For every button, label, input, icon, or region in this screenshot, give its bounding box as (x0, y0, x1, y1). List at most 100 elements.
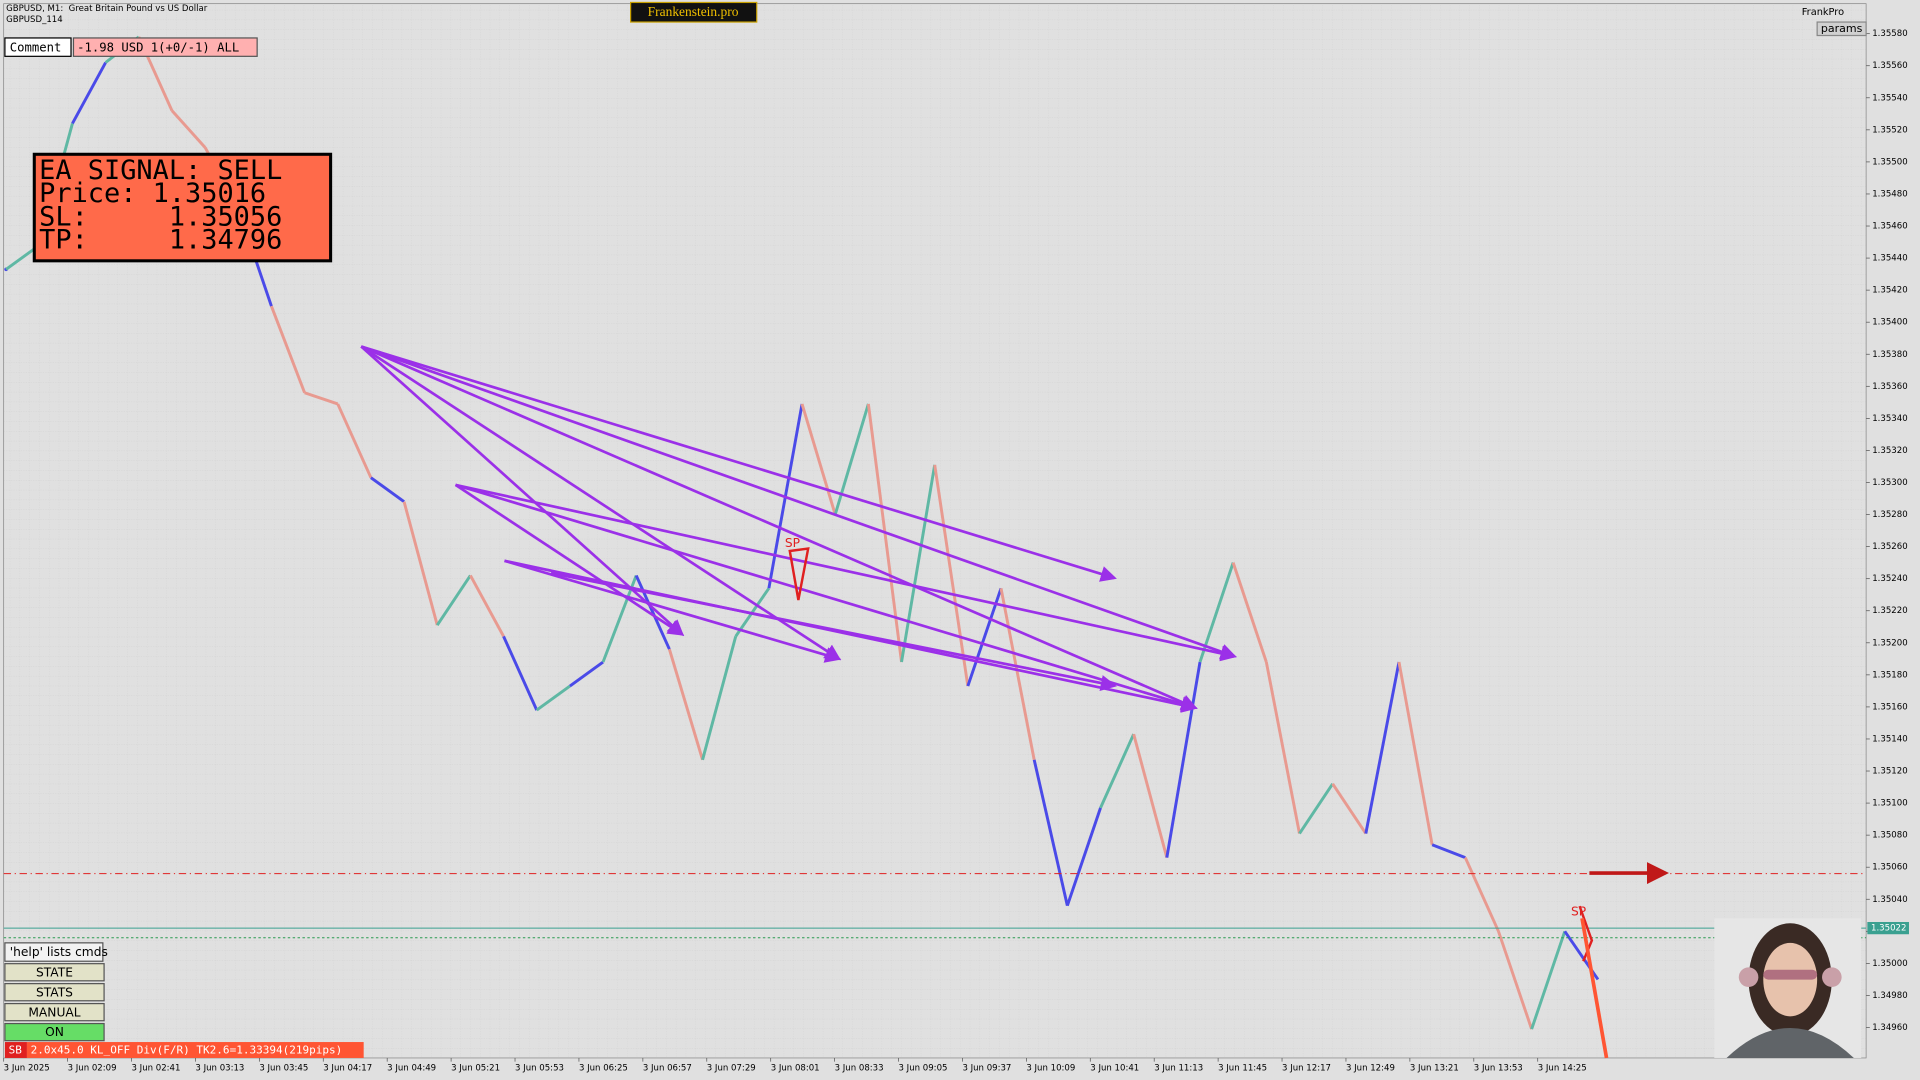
y-tick-label: 1.35380 (1872, 350, 1907, 360)
price-segment (402, 501, 439, 626)
x-tick-label: 3 Jun 04:49 (387, 1063, 436, 1073)
price-segment (1132, 733, 1169, 858)
avatar (1714, 918, 1862, 1058)
price-segment (1431, 843, 1466, 859)
comment-value-box (72, 37, 258, 57)
price-segment (1231, 562, 1268, 663)
y-tick-label: 1.35500 (1872, 157, 1907, 167)
price-segment (1032, 759, 1069, 907)
marker: SP (785, 536, 800, 550)
tp-line (1580, 918, 1609, 1059)
y-tick-label: 1.35160 (1872, 702, 1907, 712)
button-label[interactable]: MANUAL (28, 1005, 80, 1019)
x-tick-label: 3 Jun 12:17 (1282, 1063, 1331, 1073)
button[interactable] (4, 1022, 105, 1042)
button[interactable] (4, 1002, 105, 1022)
signal-arrows (360, 345, 1237, 713)
x-tick-label: 3 Jun 03:45 (259, 1063, 308, 1073)
button-label[interactable]: STATS (36, 985, 73, 999)
price-segment (1530, 930, 1567, 1030)
status-tag: SB (9, 1044, 23, 1057)
sell-marks (788, 547, 1594, 962)
x-tick-label: 3 Jun 02:41 (132, 1063, 181, 1073)
price-segment (569, 660, 604, 688)
price-segment (900, 464, 937, 663)
signal-line: TP: 1.34796 (39, 225, 282, 256)
help-text: 'help' lists cmds (10, 945, 108, 959)
signal-box (32, 152, 333, 263)
account: FrankPro (1802, 7, 1844, 18)
x-tick-label: 3 Jun 13:53 (1474, 1063, 1523, 1073)
symbol: GBPUSD, M1: Great Britain Pound vs US Do… (6, 4, 208, 14)
x-tick-label: 3 Jun 02:09 (68, 1063, 117, 1073)
params-button[interactable] (1816, 21, 1867, 37)
y-tick-label: 1.35540 (1872, 93, 1907, 103)
x-tick-label: 3 Jun 10:09 (1026, 1063, 1075, 1073)
status-tag-box (4, 1042, 27, 1058)
y-tick-label: 1.35280 (1872, 510, 1907, 520)
y-tick-label: 1.35420 (1872, 286, 1907, 296)
button-label[interactable]: ON (45, 1025, 64, 1039)
price-segment (667, 648, 704, 761)
x-tick-label: 3 Jun 08:33 (835, 1063, 884, 1073)
x-tick-label: 3 Jun 11:13 (1154, 1063, 1203, 1073)
y-tick-label: 1.35340 (1872, 414, 1907, 424)
price-segment (71, 61, 107, 125)
subtitle: GBPUSD_114 (6, 15, 63, 25)
price-segment (933, 464, 970, 687)
x-tick-label: 3 Jun 11:45 (1218, 1063, 1267, 1073)
price-segment (1298, 783, 1334, 835)
price-segment (270, 305, 306, 394)
buttons: STATE STATS MANUAL ON (4, 963, 105, 1042)
y-tick-label: 1.35320 (1872, 446, 1907, 456)
brand: Frankenstein.pro (648, 4, 739, 19)
comment-label: Comment (10, 40, 62, 54)
price-segment (1165, 661, 1202, 858)
x-tick-label: 3 Jun 09:37 (962, 1063, 1011, 1073)
price-axis: 1.349601.349801.350001.350201.350401.350… (1866, 29, 1909, 1033)
y-tick-label: 1.35100 (1872, 799, 1907, 809)
y-tick-label: 1.35220 (1872, 606, 1907, 616)
comment-label-box (4, 37, 72, 57)
button-label[interactable]: STATE (36, 965, 73, 979)
x-tick-label: 3 Jun 05:21 (451, 1063, 500, 1073)
price-segment (336, 403, 373, 479)
y-tick-label: 1.35040 (1872, 895, 1907, 905)
x-tick-label: 3 Jun 05:53 (515, 1063, 564, 1073)
y-tick-label: 1.35180 (1872, 670, 1907, 680)
button[interactable] (4, 983, 105, 1002)
y-tick-label: 1.35440 (1872, 254, 1907, 264)
y-tick-label: 1.34980 (1872, 991, 1907, 1001)
price-segment (833, 403, 870, 515)
y-tick-label: 1.35200 (1872, 638, 1907, 648)
x-tick-label: 3 Jun 04:17 (323, 1063, 372, 1073)
x-tick-label: 3 Jun 06:57 (643, 1063, 692, 1073)
y-tick-label: 1.35060 (1872, 863, 1907, 873)
x-tick-label: 3 Jun 08:01 (771, 1063, 820, 1073)
status-text: 2.0x45.0 KL_OFF Div(F/R) TK2.6=1.33394(2… (31, 1044, 343, 1057)
price-segment (1463, 856, 1500, 932)
params-label[interactable]: params (1821, 22, 1863, 35)
y-tick-label: 1.35460 (1872, 222, 1907, 232)
bid-label: 1.35022 (1871, 924, 1906, 934)
signal-line: EA SIGNAL: SELL (39, 155, 282, 186)
y-tick-label: 1.35580 (1872, 29, 1907, 39)
marker: SP (1571, 905, 1586, 919)
x-tick-label: 3 Jun 14:25 (1538, 1063, 1587, 1073)
y-tick-label: 1.35400 (1872, 318, 1907, 328)
x-tick-label: 3 Jun 13:21 (1410, 1063, 1459, 1073)
y-tick-label: 1.34960 (1872, 1023, 1907, 1033)
price-segment (502, 635, 539, 711)
price-segment (1364, 661, 1401, 834)
x-tick-label: 3 Jun 07:29 (707, 1063, 756, 1073)
y-tick-label: 1.35560 (1872, 61, 1907, 71)
y-tick-label: 1.35360 (1872, 382, 1907, 392)
price-segment (1397, 661, 1434, 846)
signal-line: Price: 1.35016 (39, 178, 266, 209)
y-tick-label: 1.35260 (1872, 542, 1907, 552)
y-tick-label: 1.35240 (1872, 574, 1907, 584)
button[interactable] (4, 963, 105, 982)
price-segment (370, 476, 405, 503)
